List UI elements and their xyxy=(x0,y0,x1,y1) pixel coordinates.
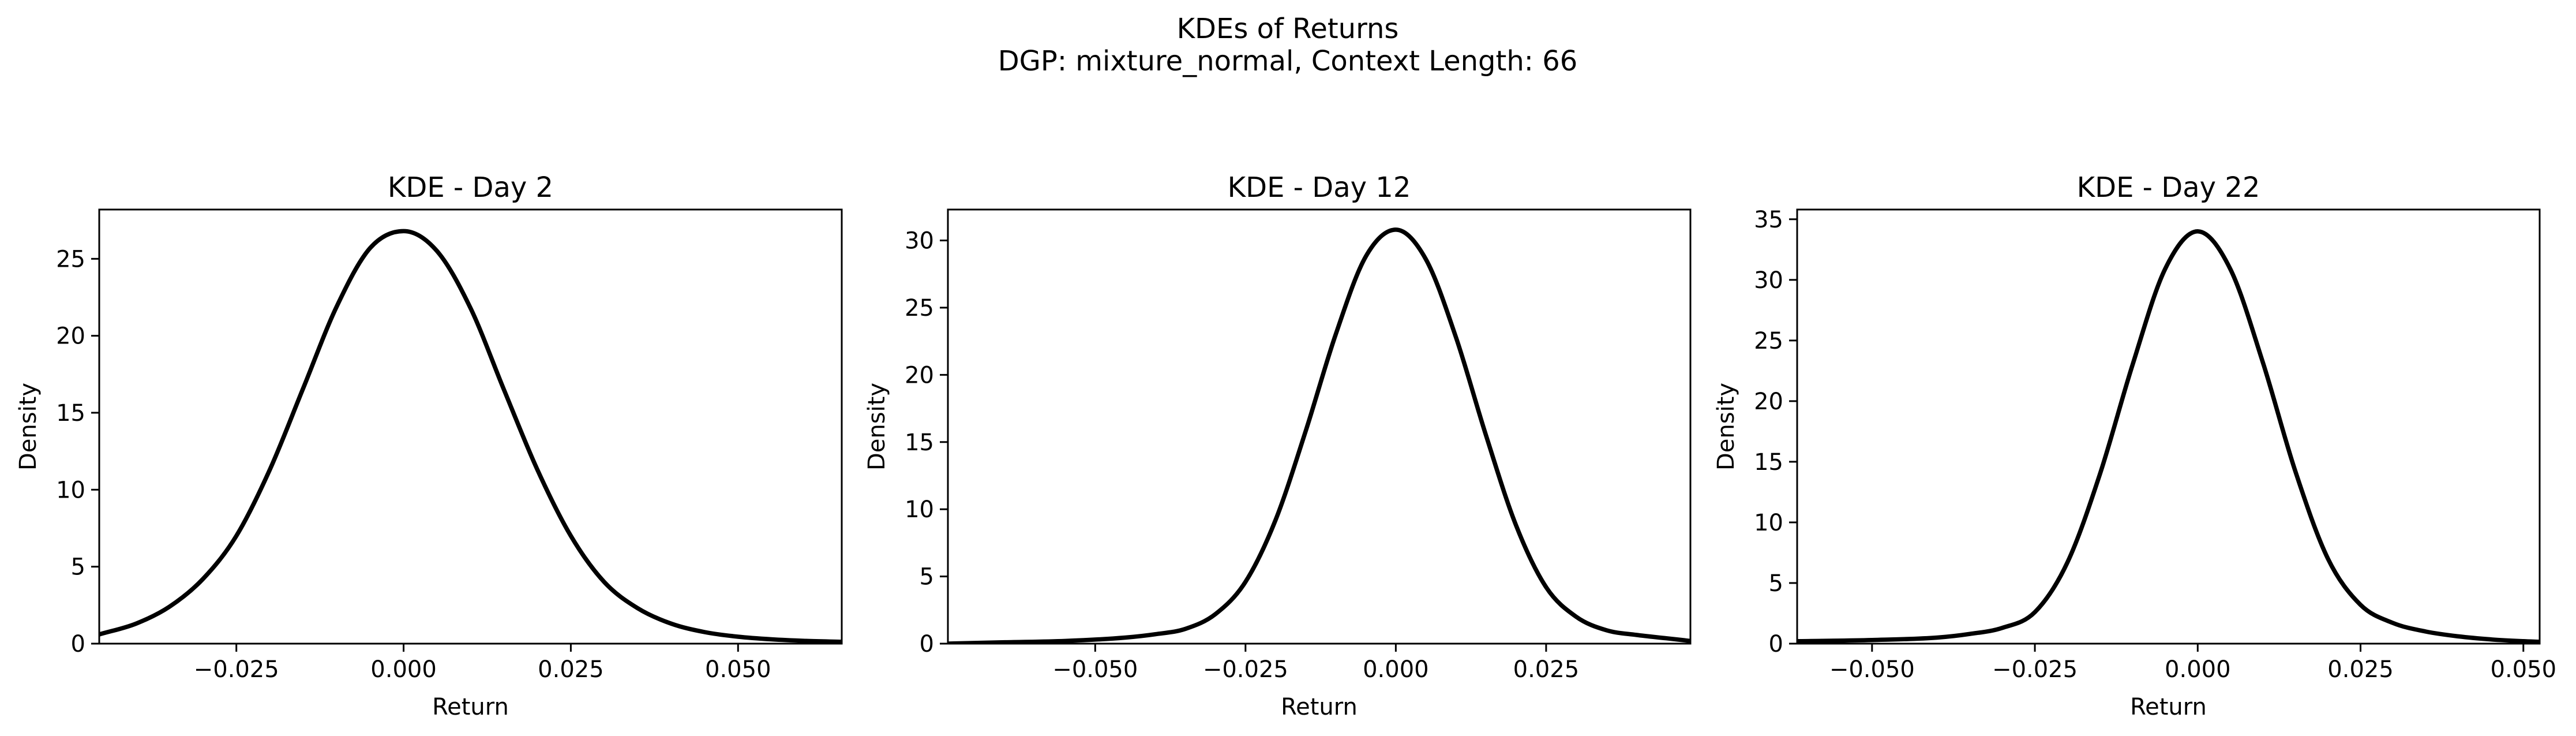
plot-frame xyxy=(98,208,843,645)
y-tick-label: 5 xyxy=(71,554,85,581)
y-tick-label: 20 xyxy=(1754,388,1783,415)
x-axis-label: Return xyxy=(432,694,509,720)
panels: KDE - Day 2 −0.025 0.000 0.025 0.050 0 5 10 15 20… xyxy=(15,171,2556,720)
x-tick-label: 0.050 xyxy=(705,656,771,683)
x-tick-label: −0.025 xyxy=(1992,656,2078,683)
y-tick-label: 25 xyxy=(905,295,934,322)
panel-title: KDE - Day 22 xyxy=(2077,171,2260,204)
y-tick-label: 5 xyxy=(920,564,934,591)
x-tick-label: −0.025 xyxy=(1203,656,1288,683)
kde-panel-3: KDE - Day 22 −0.050 −0.025 0.000 0.025 0.050 0… xyxy=(1713,171,2556,720)
x-tick-label: −0.050 xyxy=(1052,656,1138,683)
x-axis-label: Return xyxy=(1281,694,1358,720)
y-axis-label: Density xyxy=(864,383,890,470)
figure-title-line2: DGP: mixture_normal, Context Length: 66 xyxy=(998,45,1578,77)
kde-density-line xyxy=(99,229,842,644)
y-tick-label: 20 xyxy=(56,323,85,350)
plot-frame xyxy=(947,208,1692,645)
y-tick-label: 30 xyxy=(1754,267,1783,294)
y-axis-label: Density xyxy=(1713,383,1739,470)
y-tick-label: 25 xyxy=(56,246,85,272)
y-tick-label: 25 xyxy=(1754,328,1783,354)
y-tick-label: 10 xyxy=(905,496,934,523)
x-tick-label: −0.050 xyxy=(1829,656,1915,683)
kde-density-line xyxy=(1797,229,2540,644)
figure-title-line1: KDEs of Returns xyxy=(1177,13,1399,45)
y-tick-label: 15 xyxy=(56,400,85,427)
y-tick-label: 30 xyxy=(905,228,934,255)
y-tick-label: 0 xyxy=(1769,631,1783,657)
panel-title: KDE - Day 12 xyxy=(1228,171,1411,204)
y-tick-label: 35 xyxy=(1754,207,1783,233)
y-tick-label: 15 xyxy=(905,429,934,456)
x-tick-label: 0.025 xyxy=(538,656,604,683)
kde-panel-2: KDE - Day 12 −0.050 −0.025 0.000 0.025 0 5 10 15… xyxy=(864,171,1692,720)
x-tick-label: −0.025 xyxy=(194,656,279,683)
kde-panel-1: KDE - Day 2 −0.025 0.000 0.025 0.050 0 5 10 15 20… xyxy=(15,171,843,720)
y-tick-label: 20 xyxy=(905,362,934,388)
y-tick-label: 0 xyxy=(71,631,85,657)
y-tick-label: 10 xyxy=(56,477,85,503)
x-tick-label: 0.025 xyxy=(1513,656,1580,683)
y-axis-label: Density xyxy=(15,383,42,470)
y-tick-label: 0 xyxy=(920,631,934,657)
x-tick-label: 0.050 xyxy=(2491,656,2557,683)
x-tick-label: 0.000 xyxy=(2165,656,2231,683)
kde-density-line xyxy=(948,227,1690,644)
y-tick-label: 15 xyxy=(1754,449,1783,476)
panel-title: KDE - Day 2 xyxy=(388,171,553,204)
y-tick-label: 10 xyxy=(1754,510,1783,536)
x-tick-label: 0.000 xyxy=(1363,656,1429,683)
x-tick-label: 0.025 xyxy=(2327,656,2394,683)
x-axis-label: Return xyxy=(2130,694,2207,720)
y-tick-label: 5 xyxy=(1769,570,1783,597)
plot-frame xyxy=(1796,208,2541,645)
x-tick-label: 0.000 xyxy=(370,656,437,683)
